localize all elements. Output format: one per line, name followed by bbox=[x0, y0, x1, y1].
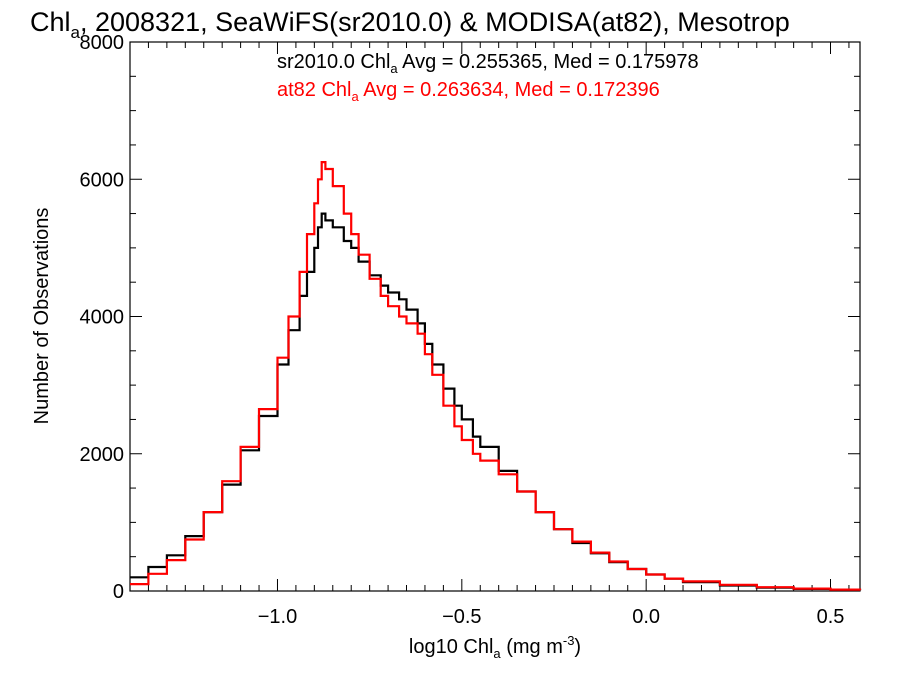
x-axis-label-pre: log10 Chl bbox=[409, 636, 494, 658]
x-tick-label: −1.0 bbox=[258, 606, 297, 628]
x-axis-label-sub: a bbox=[493, 646, 501, 661]
x-axis-label: log10 Chla (mg m-3) bbox=[409, 633, 581, 661]
y-tick-label: 8000 bbox=[80, 32, 125, 54]
x-axis: −1.0 −0.5 0.0 0.5 bbox=[129, 42, 850, 628]
series-line-sr2010 bbox=[130, 212, 862, 592]
x-tick-label: 0.0 bbox=[632, 606, 660, 628]
annotation-at82-post: Avg = 0.263634, Med = 0.172396 bbox=[359, 79, 660, 101]
annotation-sr2010-pre: sr2010.0 Chl bbox=[277, 51, 390, 73]
series-line-at82 bbox=[130, 161, 862, 591]
x-axis-label-sup: -3 bbox=[563, 633, 575, 648]
y-tick-label: 4000 bbox=[80, 307, 125, 329]
chart-title: Chla, 2008321, SeaWiFS(sr2010.0) & MODIS… bbox=[30, 7, 790, 42]
y-axis: 0 2000 4000 6000 8000 bbox=[80, 32, 860, 603]
x-axis-label-post: ) bbox=[574, 636, 581, 658]
annotation-sr2010-sub: a bbox=[390, 61, 398, 76]
annotation-at82: at82 Chla Avg = 0.263634, Med = 0.172396 bbox=[277, 79, 660, 104]
x-tick-label: 0.5 bbox=[817, 606, 845, 628]
x-tick-label: −0.5 bbox=[442, 606, 481, 628]
chart-title-subscript: a bbox=[71, 23, 81, 42]
series-layer bbox=[130, 161, 862, 592]
y-tick-label: 2000 bbox=[80, 444, 125, 466]
chart-title-main: Chl bbox=[30, 7, 71, 37]
y-tick-label: 6000 bbox=[80, 169, 125, 191]
x-axis-label-mid: (mg m bbox=[501, 636, 563, 658]
chart-title-rest: , 2008321, SeaWiFS(sr2010.0) & MODISA(at… bbox=[80, 7, 790, 37]
annotation-sr2010-post: Avg = 0.255365, Med = 0.175978 bbox=[398, 51, 699, 73]
y-tick-label: 0 bbox=[113, 581, 124, 603]
annotation-sr2010: sr2010.0 Chla Avg = 0.255365, Med = 0.17… bbox=[277, 51, 699, 76]
annotation-at82-pre: at82 Chl bbox=[277, 79, 352, 101]
annotation-at82-sub: a bbox=[352, 89, 360, 104]
plot-frame bbox=[129, 41, 861, 592]
y-axis-label: Number of Observations bbox=[31, 208, 53, 425]
